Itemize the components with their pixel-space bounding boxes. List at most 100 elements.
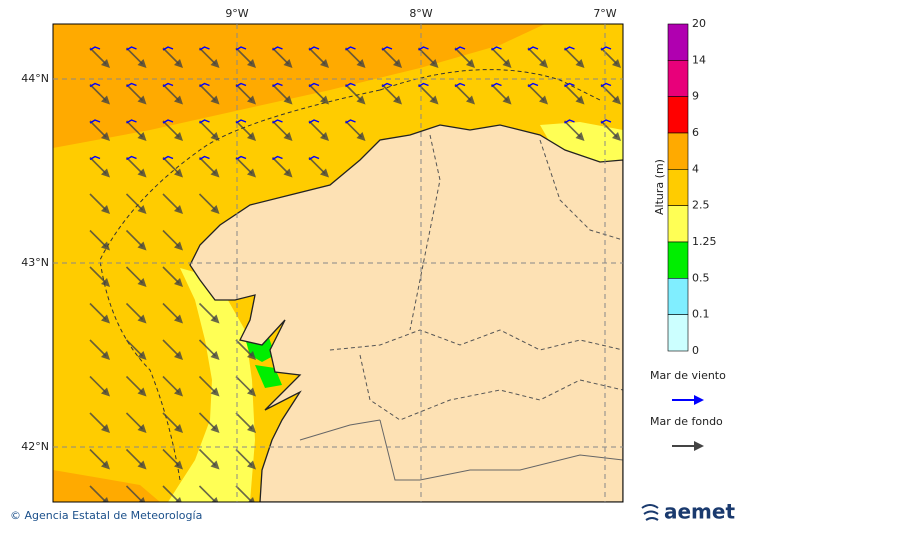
wind-arrow [345, 46, 356, 51]
wind-arrow [126, 155, 137, 161]
wind-arrow [126, 46, 137, 51]
swell-arrow-head [210, 351, 220, 360]
swell-arrow-head [466, 95, 475, 105]
swell-arrow-head [137, 424, 147, 433]
swell-arrow [198, 83, 217, 102]
swell-arrow [198, 412, 217, 430]
swell-arrow-head [210, 95, 220, 105]
wind-arrow [418, 82, 429, 88]
swell-arrow-head [575, 59, 585, 68]
swell-arrow [198, 375, 217, 394]
wind-arrow [126, 119, 137, 124]
swell-arrow [344, 120, 363, 138]
swell-arrow-head [210, 460, 220, 470]
colorbar-label: 0 [692, 344, 699, 357]
swell-arrow [563, 47, 582, 65]
swell-arrow-head [101, 351, 110, 360]
legend-label: Mar de viento [650, 369, 726, 382]
swell-arrow [198, 120, 217, 138]
wind-arrow [89, 155, 101, 161]
lon-label: 7°W [593, 7, 616, 20]
swell-arrow-head [174, 460, 183, 470]
swell-arrow [162, 375, 180, 394]
swell-arrow-head [575, 132, 585, 141]
swell-arrow-head [247, 387, 256, 397]
swell-arrow-head [101, 424, 110, 433]
swell-arrow-head [502, 59, 512, 68]
swell-arrow-head [210, 205, 220, 214]
colorbar-segment [667, 23, 689, 61]
colorbar-segment [667, 205, 689, 243]
wind-arrow [235, 119, 247, 124]
wind-arrow [345, 82, 356, 88]
swell-arrow [235, 47, 253, 65]
swell-arrow [563, 120, 582, 138]
colorbar-segment [667, 132, 689, 170]
wind-arrow [600, 82, 612, 88]
swell-arrow-head [101, 460, 110, 470]
swell-arrow [162, 229, 180, 248]
swell-arrow [490, 83, 509, 102]
swell-arrow [235, 485, 253, 502]
swell-arrow [89, 448, 107, 467]
swell-arrow [600, 120, 618, 138]
swell-arrow [454, 47, 472, 65]
swell-arrow [235, 339, 253, 357]
wind-arrow [199, 119, 210, 124]
swell-arrow [162, 448, 180, 467]
swell-arrow-head [612, 132, 621, 141]
swell-arrow [125, 83, 144, 102]
swell-arrow [89, 47, 107, 65]
swell-arrow-head [248, 497, 255, 502]
swell-arrow-head [356, 95, 366, 105]
wind-arrow [308, 82, 320, 88]
land [189, 124, 623, 502]
legend-arrow-head [694, 395, 704, 405]
swell-arrow-head [137, 351, 147, 360]
wind-arrow [381, 46, 393, 51]
wind-arrow [308, 155, 320, 161]
swell-arrow-head [539, 59, 548, 68]
swell-arrow-head [429, 95, 439, 105]
swell-arrow [125, 156, 144, 175]
swell-arrow [162, 302, 180, 321]
wind-arrow [126, 82, 137, 88]
wind-arrow [308, 46, 320, 51]
swell-arrow-head [283, 59, 293, 68]
swell-arrow [89, 156, 107, 175]
swell-arrow [600, 83, 618, 102]
swell-arrow [89, 339, 107, 357]
graticule: 9°W 8°W 7°W 44°N 43°N 42°N [21, 7, 623, 502]
swell-arrow-head [320, 132, 329, 141]
swell-arrow [125, 47, 144, 65]
wind-arrow [199, 82, 210, 88]
swell-arrow-head [137, 132, 147, 141]
wind-arrow [564, 46, 575, 51]
wind-arrow [454, 82, 466, 88]
swell-arrow-head [247, 351, 256, 360]
swell-arrow [89, 266, 107, 284]
logo-text: aemet [664, 500, 735, 524]
lon-label: 8°W [409, 7, 432, 20]
logo: aemet [641, 500, 735, 524]
swell-arrow [162, 120, 180, 138]
swell-arrow [198, 47, 217, 65]
river [379, 419, 623, 481]
swell-arrow-head [137, 95, 147, 105]
swell-arrow [235, 83, 253, 102]
zone-border [99, 69, 601, 481]
swell-arrow [125, 229, 144, 248]
swell-arrow-head [502, 95, 512, 105]
swell-arrow-head [101, 387, 110, 397]
wind-arrow [162, 46, 174, 51]
wind-arrow [235, 46, 247, 51]
swell-arrow [490, 47, 509, 65]
swell-arrow-head [247, 95, 256, 105]
swell-arrow [125, 412, 144, 430]
wind-arrow [491, 82, 502, 88]
swell-arrow-head [101, 168, 110, 178]
swell-arrow-head [393, 95, 402, 105]
swell-arrow-head [174, 95, 183, 105]
swell-arrow [125, 448, 144, 467]
